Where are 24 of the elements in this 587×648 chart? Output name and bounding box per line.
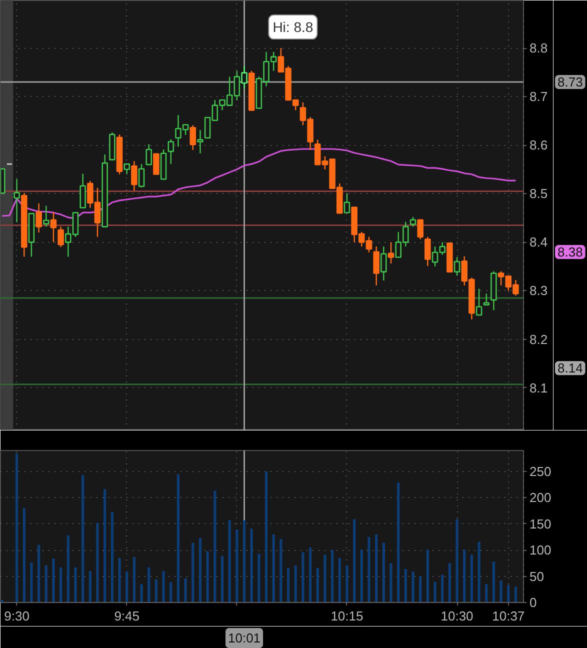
y-tick-label: 8.8 <box>530 40 548 56</box>
ref-line-label: 10:01 <box>228 630 261 646</box>
x-tick-label: 10:15 <box>330 608 364 624</box>
y-tick-label: 8.2 <box>530 332 548 347</box>
y-tick-label: 250 <box>530 464 552 479</box>
annotation: Hi: 8.8 <box>272 19 314 36</box>
ref-line-label: 8.73 <box>558 74 583 90</box>
x-tick-label: 9:45 <box>114 608 140 624</box>
y-tick-label: 0 <box>530 595 537 610</box>
y-tick-label: 8.6 <box>530 138 548 153</box>
y-tick-label: 8.4 <box>530 234 548 250</box>
y-tick-label: 200 <box>530 490 552 506</box>
y-tick-label: 50 <box>530 568 544 584</box>
y-tick-label: 8.5 <box>530 186 548 202</box>
y-tick-label: 150 <box>530 516 552 532</box>
text: 8.38 <box>558 244 583 260</box>
x-tick-label: 10:30 <box>440 608 474 624</box>
text: 8.14 <box>558 360 583 376</box>
y-tick-label: 8.3 <box>530 283 548 298</box>
x-tick-label: 10:37 <box>492 608 525 624</box>
y-tick-label: 8.7 <box>530 89 548 104</box>
y-tick-label: 100 <box>530 542 552 558</box>
x-tick-label: 9:30 <box>4 608 30 624</box>
y-tick-label: 8.1 <box>530 380 548 396</box>
